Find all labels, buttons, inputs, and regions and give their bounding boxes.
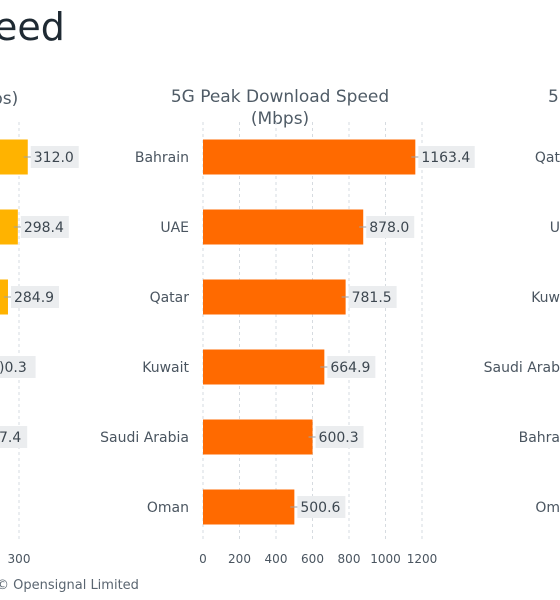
bar bbox=[203, 419, 313, 455]
value-label: 7.4 bbox=[0, 430, 21, 446]
bar bbox=[203, 209, 364, 245]
right-chart-title: 5 bbox=[548, 87, 559, 107]
bar bbox=[203, 489, 295, 525]
value-label-bg bbox=[418, 146, 475, 168]
x-tick-label: 200 bbox=[228, 552, 251, 566]
category-label: Qatar bbox=[150, 290, 190, 306]
category-label: Kuwait bbox=[142, 360, 189, 376]
left-chart-title: ps) bbox=[0, 89, 19, 109]
category-label: Saudi Arabia bbox=[100, 430, 189, 446]
x-tick-label: 800 bbox=[338, 552, 361, 566]
category-label: Om bbox=[535, 500, 560, 516]
value-label-bg bbox=[0, 356, 36, 378]
value-label: 298.4 bbox=[24, 220, 64, 236]
value-label: 878.0 bbox=[369, 220, 409, 236]
x-tick-label: 1200 bbox=[407, 552, 438, 566]
category-label: Qat bbox=[535, 150, 560, 166]
category-label: Bahrain bbox=[135, 150, 189, 166]
value-label-bg bbox=[315, 426, 364, 448]
bar bbox=[203, 279, 346, 315]
bar bbox=[0, 209, 18, 245]
value-label-bg bbox=[30, 146, 79, 168]
value-label-bg bbox=[348, 286, 397, 308]
value-label: 600.3 bbox=[319, 430, 359, 446]
category-label: Saudi Arab bbox=[484, 360, 560, 376]
category-label: U bbox=[550, 220, 560, 236]
value-label-bg bbox=[327, 356, 376, 378]
bar bbox=[0, 139, 28, 175]
category-label: UAE bbox=[160, 220, 189, 236]
middle-chart-title: 5G Peak Download Speed (Mbps) bbox=[170, 87, 390, 129]
x-tick-label: 0 bbox=[199, 552, 207, 566]
category-label: Bahra bbox=[519, 430, 560, 446]
value-label-bg bbox=[297, 496, 346, 518]
value-label: 500.6 bbox=[300, 500, 340, 516]
category-label: Oman bbox=[147, 500, 189, 516]
value-label-bg bbox=[366, 216, 415, 238]
value-label: )0.3 bbox=[0, 360, 27, 376]
bar bbox=[203, 349, 325, 385]
bar bbox=[203, 139, 416, 175]
value-label-bg bbox=[0, 426, 28, 448]
value-label-bg bbox=[20, 216, 69, 238]
x-tick-label: 300 bbox=[8, 552, 31, 566]
value-label: 284.9 bbox=[14, 290, 54, 306]
value-label: 1163.4 bbox=[421, 150, 470, 166]
x-tick-label: 400 bbox=[265, 552, 288, 566]
value-label: 312.0 bbox=[34, 150, 74, 166]
footer-copyright: © Opensignal Limited bbox=[0, 578, 139, 593]
x-tick-label: 600 bbox=[301, 552, 324, 566]
value-label: 664.9 bbox=[330, 360, 370, 376]
page-title: eed bbox=[0, 5, 65, 49]
value-label-bg bbox=[10, 286, 59, 308]
category-label: Kuw bbox=[531, 290, 560, 306]
value-label: 781.5 bbox=[352, 290, 392, 306]
x-tick-label: 1000 bbox=[370, 552, 401, 566]
